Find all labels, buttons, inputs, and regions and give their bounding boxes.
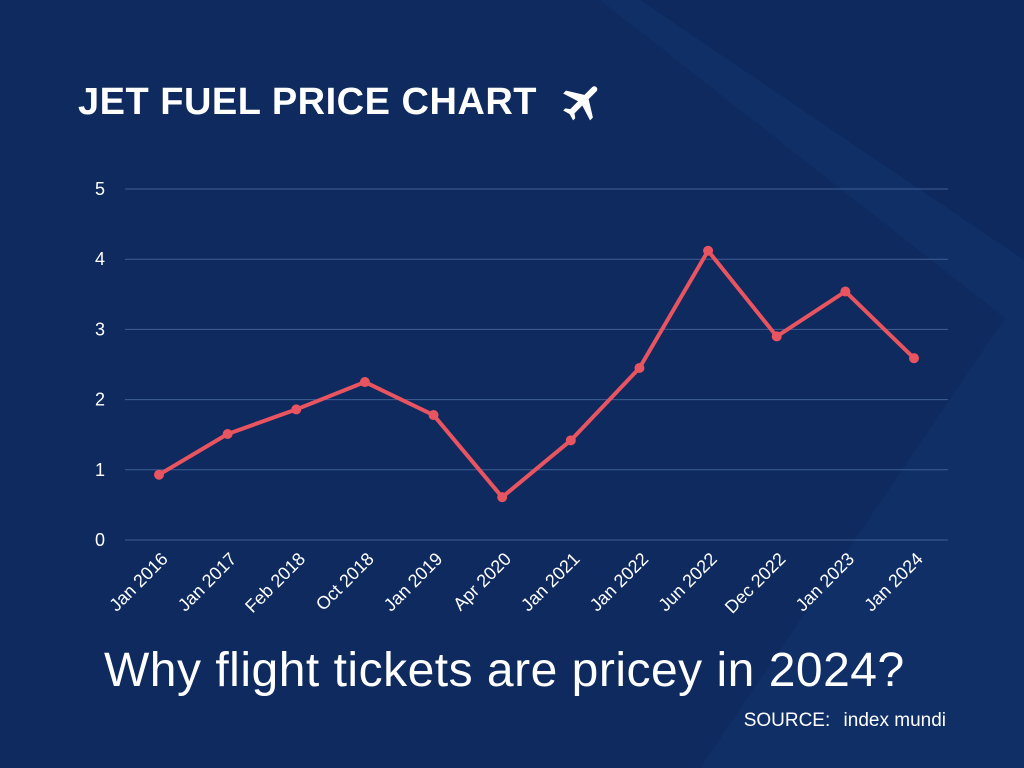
x-tick-label: Oct 2018 <box>312 549 378 615</box>
x-tick-label: Jan 2024 <box>860 549 927 616</box>
data-point <box>771 331 782 342</box>
data-point <box>909 353 919 364</box>
x-tick-label: Jan 2023 <box>792 549 859 616</box>
data-point <box>565 435 576 446</box>
x-tick-label: Jan 2019 <box>380 549 447 616</box>
data-point <box>840 286 851 297</box>
series-line <box>157 248 916 500</box>
y-tick-label: 4 <box>95 249 105 269</box>
header: JET FUEL PRICE CHART <box>78 78 607 126</box>
data-point <box>359 377 370 388</box>
data-point <box>428 410 439 421</box>
y-tick-label: 2 <box>95 390 105 410</box>
data-point <box>497 492 508 503</box>
data-point <box>703 245 714 256</box>
x-tick-label: Jan 2016 <box>105 549 172 616</box>
y-axis-ticks: 0 1 2 3 4 5 <box>95 179 105 550</box>
x-tick-label: Jan 2017 <box>174 549 241 616</box>
source-value: index mundi <box>843 710 946 731</box>
x-tick-label: Jan 2022 <box>586 549 653 616</box>
data-point <box>291 404 302 415</box>
x-axis-ticks: Jan 2016 Jan 2017 Feb 2018 Oct 2018 Jan 2019… <box>105 549 927 618</box>
data-point <box>634 363 645 374</box>
y-tick-label: 1 <box>95 460 105 480</box>
series <box>154 245 919 503</box>
chart-subtitle: Why flight tickets are pricey in 2024? <box>104 644 905 697</box>
x-tick-label: Apr 2020 <box>449 549 515 615</box>
x-tick-label: Jan 2021 <box>517 549 584 616</box>
y-tick-label: 5 <box>95 179 105 199</box>
data-point <box>222 428 233 439</box>
source-label: SOURCE: <box>743 710 831 731</box>
airplane-icon <box>563 86 598 121</box>
x-tick-label: Jun 2022 <box>654 549 721 616</box>
page-title: JET FUEL PRICE CHART <box>78 80 538 123</box>
source-credit: SOURCE: index mundi <box>744 710 946 732</box>
data-point <box>154 469 164 480</box>
gridlines <box>125 188 948 541</box>
x-tick-label: Feb 2018 <box>241 549 309 617</box>
x-tick-label: Dec 2022 <box>721 549 790 618</box>
y-tick-label: 3 <box>95 319 105 339</box>
y-tick-label: 0 <box>95 530 105 550</box>
